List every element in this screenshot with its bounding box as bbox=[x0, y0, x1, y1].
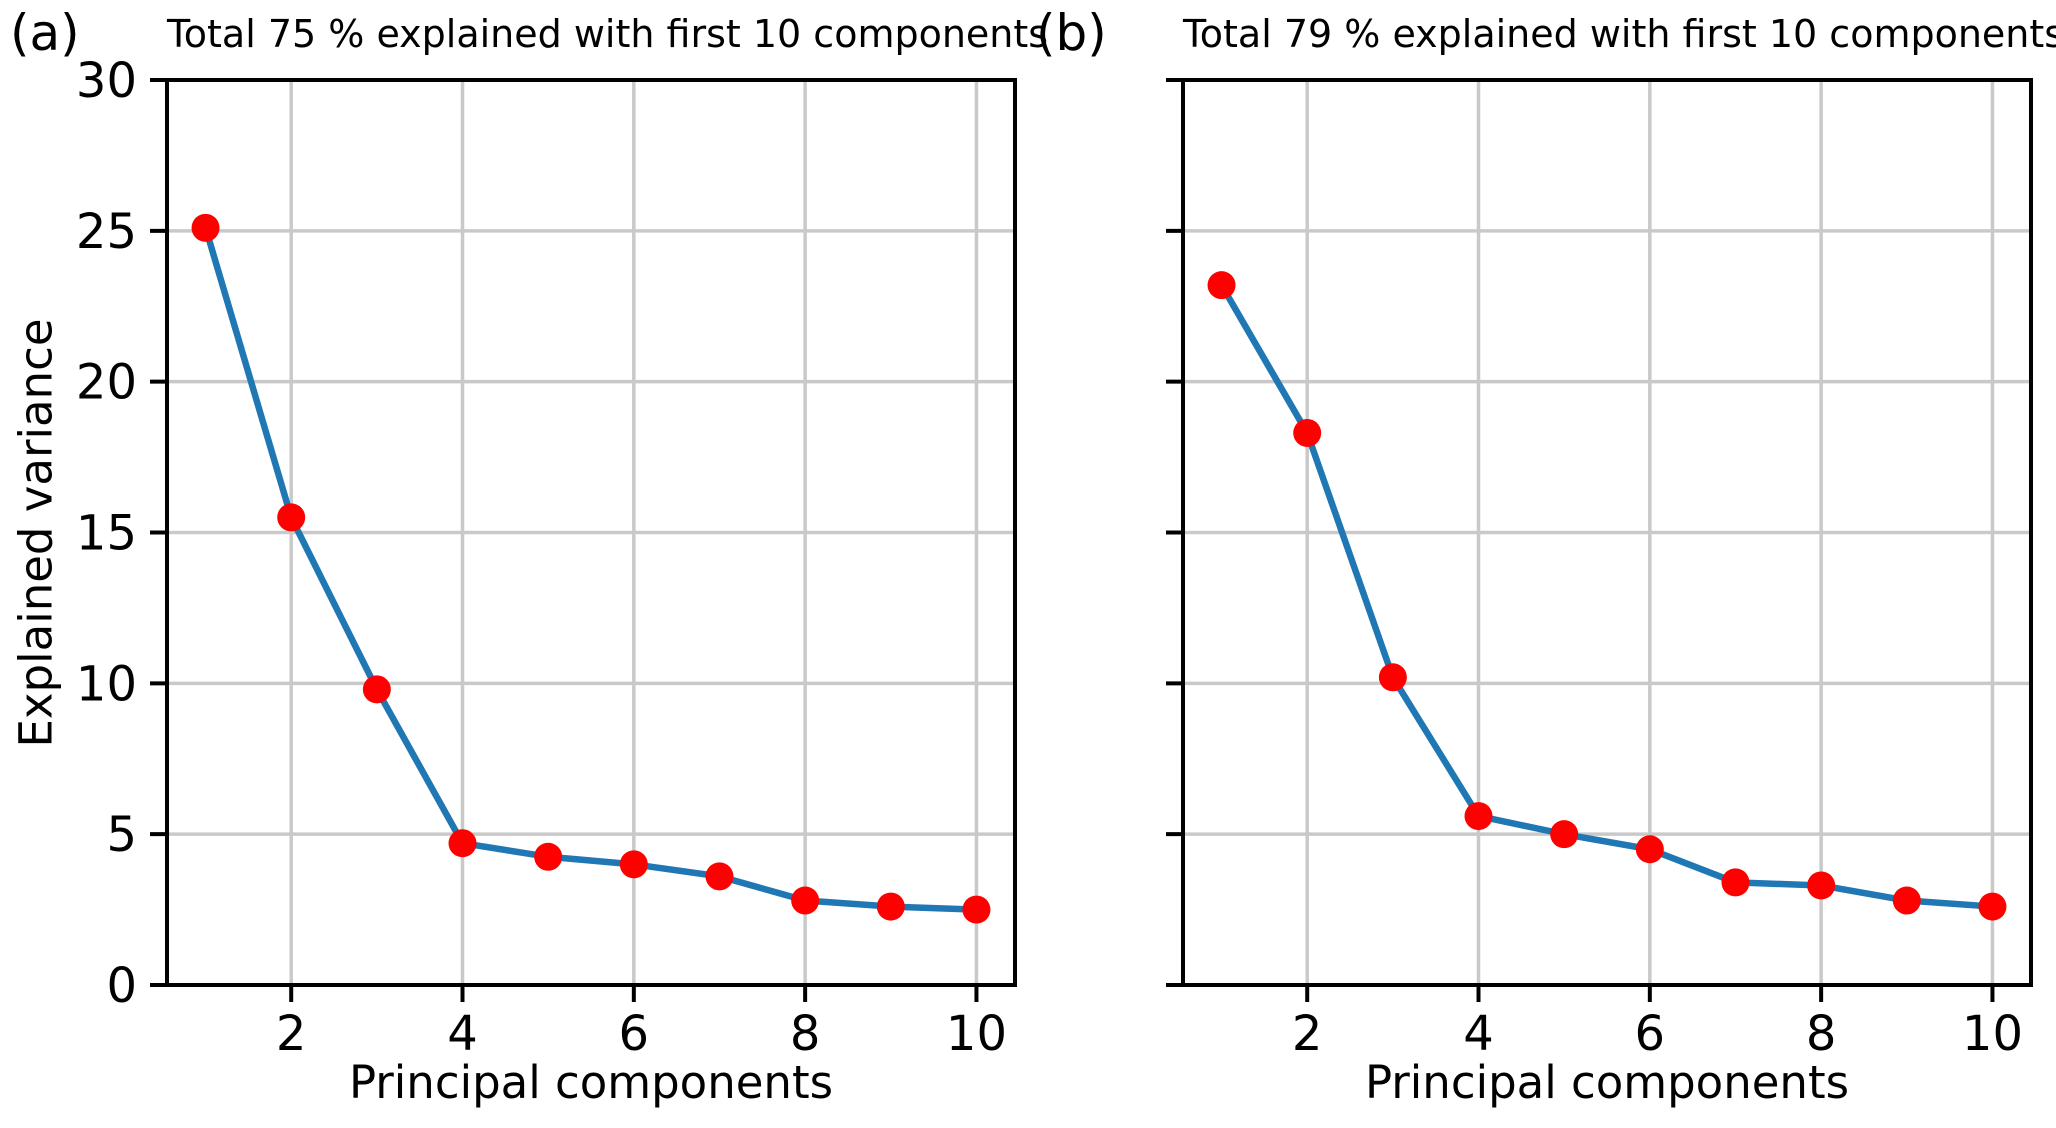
scree-plot-panel-a: 2 4 6 8 10 0 5 10 15 20 25 30 (a) Total 75 % explai… bbox=[9, 4, 1049, 1109]
scree-line bbox=[202, 224, 980, 913]
x-tick-label: 2 bbox=[276, 1006, 307, 1062]
scree-plot-panel-b: 2 4 6 8 10 (b) Total 79 % explained with fir… bbox=[1028, 0, 2056, 1128]
x-tick-label: 10 bbox=[1962, 1006, 2023, 1062]
data-point-marker bbox=[534, 842, 563, 871]
data-point-marker bbox=[791, 886, 820, 915]
data-point-marker bbox=[1892, 886, 1921, 915]
x-tick-label: 4 bbox=[447, 1006, 478, 1062]
data-point-marker bbox=[1293, 418, 1322, 447]
data-point-marker bbox=[962, 895, 991, 924]
data-point-marker bbox=[448, 829, 477, 858]
data-point-marker bbox=[1207, 271, 1236, 300]
data-point-marker bbox=[876, 892, 905, 921]
data-point-marker bbox=[362, 675, 391, 704]
panel-label-a: (a) bbox=[10, 4, 80, 62]
x-tick-label: 10 bbox=[946, 1006, 1007, 1062]
data-point-marker bbox=[1807, 871, 1836, 900]
x-tick-label: 8 bbox=[1806, 1006, 1837, 1062]
x-tick-label: 6 bbox=[1635, 1006, 1666, 1062]
y-tick-label: 20 bbox=[76, 355, 137, 411]
y-tick-label: 25 bbox=[76, 204, 137, 260]
x-axis-label-a: Principal components bbox=[348, 1056, 834, 1109]
x-tick-label: 8 bbox=[790, 1006, 821, 1062]
chart-title-b: Total 79 % explained with first 10 compo… bbox=[1183, 12, 2056, 56]
y-tick-label: 5 bbox=[106, 807, 137, 863]
y-tick-label: 10 bbox=[76, 656, 137, 712]
chart-canvas-a: 2 4 6 8 10 0 5 10 15 20 25 30 bbox=[76, 53, 1017, 1062]
x-tick-label: 2 bbox=[1292, 1006, 1323, 1062]
data-point-marker bbox=[1550, 820, 1579, 849]
panel-label-b: (b) bbox=[1036, 4, 1107, 62]
x-axis-label-b: Principal components bbox=[1364, 1056, 1850, 1109]
data-point-marker bbox=[619, 850, 648, 879]
axes-frame bbox=[1181, 78, 2033, 987]
x-tick-label: 4 bbox=[1463, 1006, 1494, 1062]
data-point-marker bbox=[277, 503, 306, 532]
y-tick-label: 30 bbox=[76, 53, 137, 109]
data-point-marker bbox=[1464, 802, 1493, 831]
y-tick-label: 0 bbox=[106, 958, 137, 1014]
data-point-marker bbox=[1978, 892, 2007, 921]
data-point-marker bbox=[705, 862, 734, 891]
scree-line bbox=[1218, 281, 1996, 910]
chart-canvas-b: 2 4 6 8 10 bbox=[1166, 78, 2033, 1062]
x-tick-label: 6 bbox=[619, 1006, 650, 1062]
data-point-marker bbox=[191, 213, 220, 242]
axes-frame bbox=[165, 78, 1017, 987]
chart-title-a: Total 75 % explained with first 10 compo… bbox=[167, 12, 1049, 56]
data-point-marker bbox=[1635, 835, 1664, 864]
y-axis-label: Explained variance bbox=[9, 318, 63, 748]
data-point-marker bbox=[1721, 868, 1750, 897]
data-point-marker bbox=[1378, 663, 1407, 692]
y-tick-label: 15 bbox=[76, 506, 137, 562]
